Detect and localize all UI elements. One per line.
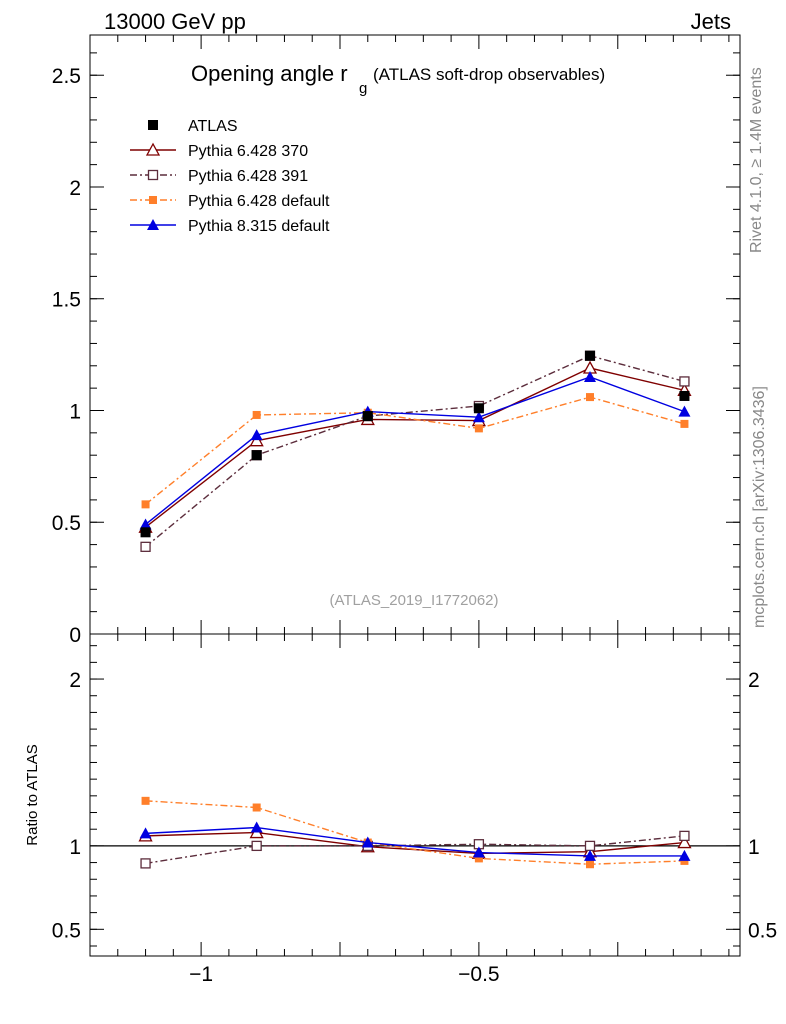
main-py8-point <box>678 405 691 417</box>
main-py-default-point <box>586 393 594 402</box>
main-py370-point <box>249 433 264 447</box>
ratio-py8-point <box>139 827 152 839</box>
main-py8-point <box>250 429 263 441</box>
ratio-py8-point <box>250 821 263 833</box>
header-left-label: 13000 GeV pp <box>104 9 246 34</box>
ratio-py370-point <box>677 835 692 849</box>
legend-py-default-label: Pythia 6.428 default <box>188 193 330 210</box>
legend-py-default-marker <box>149 196 157 204</box>
ratio-py-default-point <box>680 856 689 865</box>
ratio-y-tick-label-right: 1 <box>748 836 760 859</box>
ratio-y-tick-label: 2 <box>69 669 81 692</box>
legend-atlas-marker <box>148 120 158 130</box>
main-py-default-point <box>252 410 261 419</box>
rivet-version-label: Rivet 4.1.0, ≥ 1.4M events <box>748 67 765 253</box>
ratio-y-tick-label: 1 <box>69 836 81 859</box>
ratio-plot-series <box>138 796 692 869</box>
legend-py370-label: Pythia 6.428 370 <box>188 143 308 160</box>
ratio-py8-line <box>145 826 685 857</box>
ratio-py8-point <box>584 849 596 861</box>
main-py370-line <box>145 367 685 528</box>
ratio-py8-point <box>361 836 374 848</box>
ratio-py8-point <box>678 849 691 861</box>
main-title-rest: (ATLAS soft-drop observables) <box>373 65 605 84</box>
main-y-tick-label: 0 <box>69 624 81 647</box>
main-atlas-point <box>251 450 262 461</box>
header-right-label: Jets <box>691 9 731 34</box>
main-atlas-point <box>140 527 151 538</box>
ratio-py391-line <box>145 835 685 865</box>
ratio-y-tick-label: 0.5 <box>52 919 81 942</box>
legend-py391-label: Pythia 6.428 391 <box>188 168 308 185</box>
main-plot-series <box>138 350 692 552</box>
ratio-y-tick-label-right: 2 <box>748 669 760 692</box>
main-atlas-point <box>362 411 373 422</box>
legend-py8-label: Pythia 8.315 default <box>188 218 330 235</box>
ratio-y-axis-label: Ratio to ATLAS <box>24 744 41 845</box>
main-py391-line <box>145 354 685 548</box>
main-atlas-point <box>585 350 595 361</box>
main-y-tick-label: 0.5 <box>52 512 81 535</box>
ratio-x-tick-label: −1 <box>189 963 213 986</box>
ratio-plot-frame <box>89 633 741 957</box>
legend-py391-marker <box>147 169 159 181</box>
main-py391-point <box>679 376 690 387</box>
main-py8-point <box>139 518 152 530</box>
ratio-py370-line <box>145 831 685 855</box>
mcplots-label: mcplots.cern.ch [arXiv:1306.3436] <box>751 386 768 628</box>
main-py8-line <box>145 376 685 526</box>
ratio-py391-point <box>251 840 262 852</box>
ratio-plot-ticks: 0.5 0.5 1 1 2 2 −1 −0.5 <box>52 634 777 986</box>
main-y-tick-label: 2 <box>69 177 81 200</box>
legend-py370-marker <box>145 142 161 156</box>
analysis-id-watermark: (ATLAS_2019_I1772062) <box>329 592 498 609</box>
main-atlas-point <box>679 390 690 401</box>
ratio-x-tick-label: −0.5 <box>458 963 499 986</box>
ratio-y-tick-label-right: 0.5 <box>748 919 777 942</box>
main-py-default-point <box>680 419 689 428</box>
main-py-default-point <box>141 500 150 509</box>
main-plot-ticks: 0 0.5 1 1.5 2 2.5 <box>52 35 740 647</box>
main-title: Opening angle r <box>191 61 348 86</box>
ratio-py-default-line <box>145 800 685 865</box>
main-y-tick-label: 1.5 <box>52 289 81 312</box>
main-title-subscript: g <box>359 80 367 97</box>
main-atlas-point <box>473 403 484 414</box>
legend: ATLAS Pythia 6.428 370 Pythia 6.428 391 Pyt… <box>130 118 330 235</box>
legend-py8-marker <box>147 219 159 230</box>
ratio-py8-point <box>472 846 485 858</box>
main-py8-point <box>584 370 596 382</box>
ratio-py391-point <box>584 840 596 852</box>
main-py-default-point <box>474 424 483 433</box>
ratio-py391-point <box>679 830 690 842</box>
ratio-py-default-point <box>141 796 150 805</box>
main-y-tick-label: 1 <box>69 400 81 423</box>
ratio-py391-point <box>140 858 151 869</box>
main-y-tick-label: 2.5 <box>52 65 81 88</box>
ratio-py-default-point <box>586 860 594 869</box>
main-py391-point <box>140 541 151 552</box>
ratio-py-default-point <box>252 803 261 812</box>
main-py8-point <box>472 411 485 423</box>
main-py-default-line <box>145 396 685 505</box>
legend-atlas-label: ATLAS <box>188 118 238 135</box>
ratio-py-default-point <box>474 854 483 863</box>
